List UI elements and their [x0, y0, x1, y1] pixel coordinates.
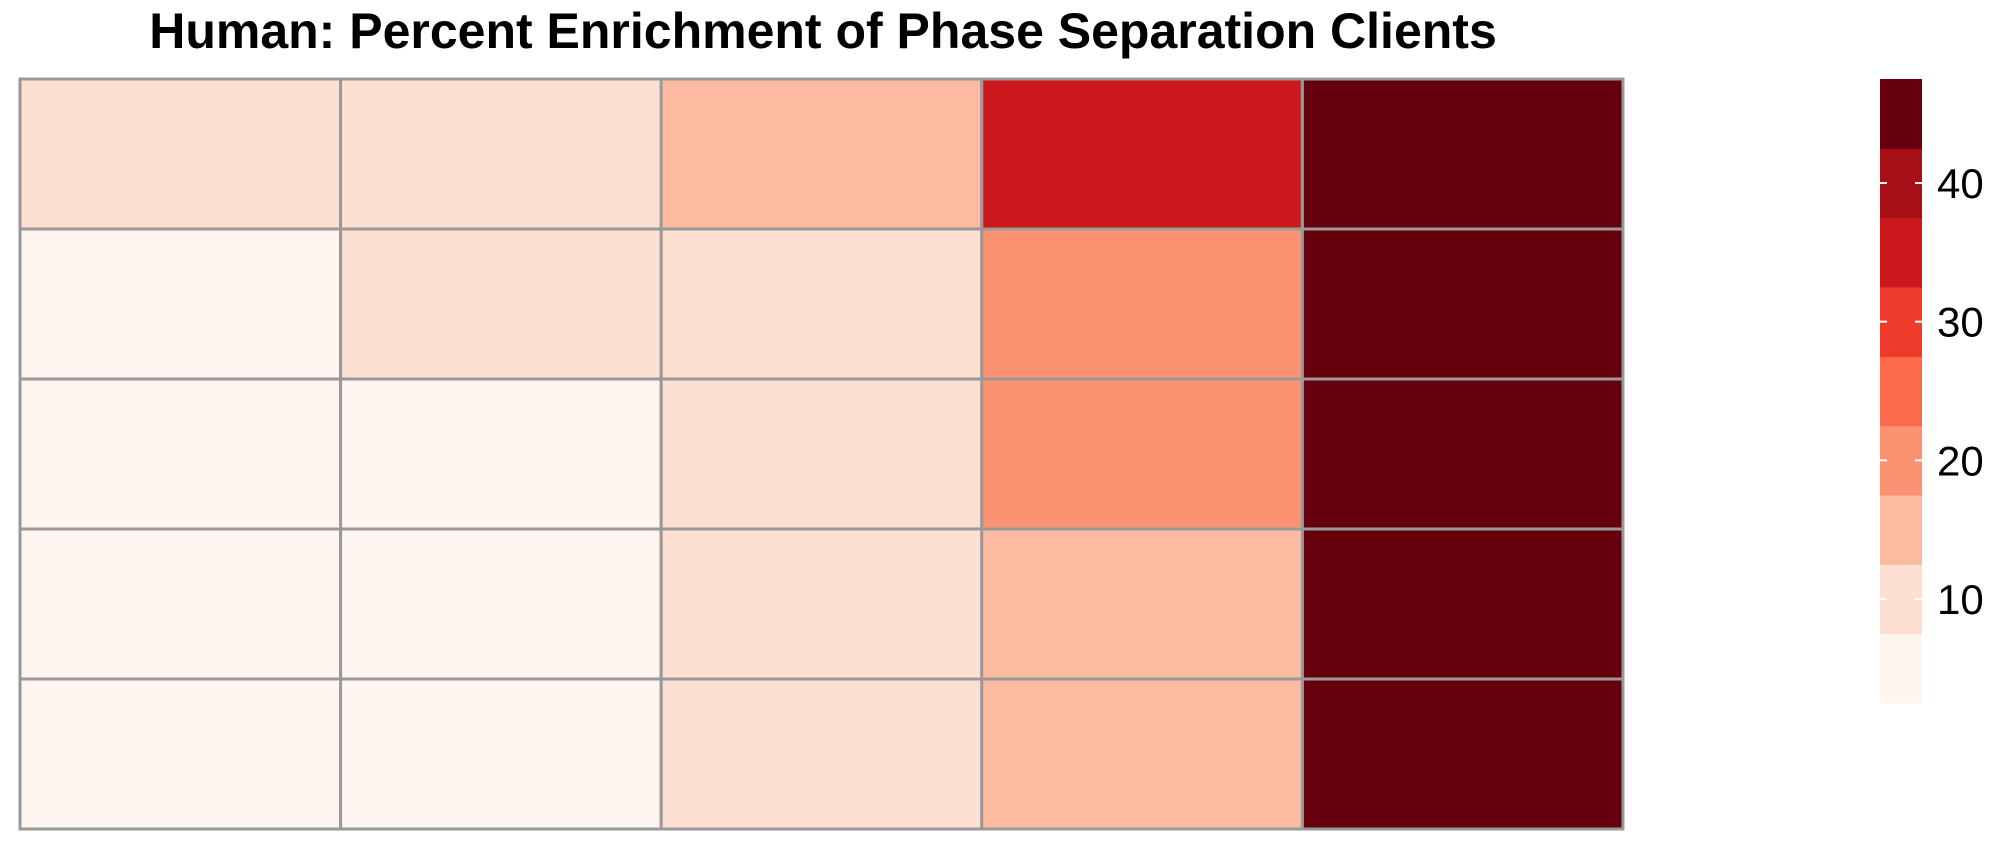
chart-title: Human: Percent Enrichment of Phase Separ…: [149, 3, 1497, 59]
heatmap-cell-r4-c1: [18, 527, 343, 681]
color-legend: 10 20 30 40: [1880, 79, 1984, 704]
legend-tick-label: 10: [1937, 576, 1984, 623]
heatmap-grid: [18, 77, 1625, 831]
heatmap-cell-r3-c5: [1300, 377, 1625, 531]
heatmap-cell-r5-c1: [18, 677, 343, 831]
heatmap-cell-r3-c3: [659, 377, 984, 531]
legend-swatch-9: [1880, 79, 1922, 149]
heatmap-cell-r5-c3: [659, 677, 984, 831]
legend-swatch-5: [1880, 356, 1922, 427]
heatmap-cell-r3-c2: [339, 377, 663, 531]
heatmap-cell-r4-c3: [659, 527, 984, 681]
heatmap-cell-r4-c5: [1300, 527, 1625, 681]
legend-tick-label: 20: [1937, 437, 1984, 484]
legend-swatch-7: [1880, 217, 1922, 288]
heatmap-cell-r3-c1: [18, 377, 343, 531]
heatmap-cell-r2-c2: [339, 227, 663, 381]
heatmap-cell-r2-c5: [1300, 227, 1625, 381]
heatmap-cell-r3-c4: [980, 377, 1304, 531]
heatmap-cell-r2-c4: [980, 227, 1304, 381]
legend-tick-label: 40: [1937, 160, 1984, 207]
legend-color-bar: [1880, 79, 1922, 704]
heatmap-cell-r1-c4: [980, 77, 1304, 231]
heatmap-cell-r2-c3: [659, 227, 984, 381]
heatmap-cell-r5-c2: [339, 677, 663, 831]
heatmap-cell-r5-c5: [1300, 677, 1625, 831]
heatmap-cell-r4-c2: [339, 527, 663, 681]
heatmap-cell-r1-c3: [659, 77, 984, 231]
legend-swatch-1: [1880, 633, 1922, 704]
legend-ticks: 10 20 30 40: [1880, 160, 1984, 623]
heatmap-cell-r2-c1: [18, 227, 343, 381]
heatmap-cell-r5-c4: [980, 677, 1304, 831]
heatmap-cell-r1-c5: [1300, 77, 1625, 231]
legend-tick-label: 30: [1937, 299, 1984, 346]
heatmap-cell-r1-c2: [339, 77, 663, 231]
legend-swatch-3: [1880, 495, 1922, 565]
heatmap-cell-r1-c1: [18, 77, 343, 231]
heatmap-cell-r4-c4: [980, 527, 1304, 681]
